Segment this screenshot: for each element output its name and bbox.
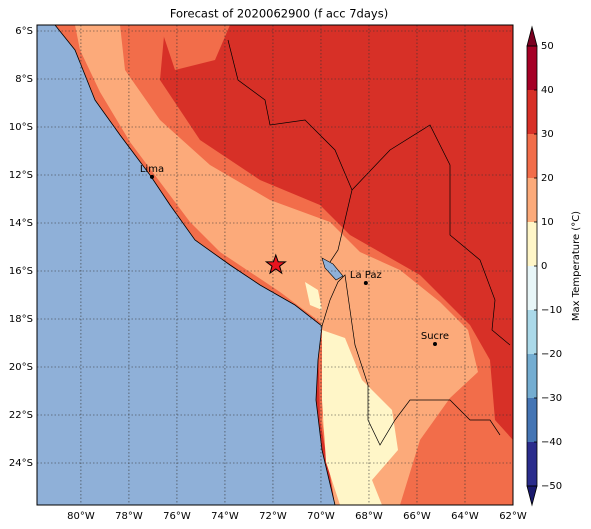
colorbar-extend-high	[526, 25, 538, 47]
map-frame	[36, 24, 514, 506]
city-label: Sucre	[421, 331, 449, 342]
lon-label: 78°W	[115, 511, 143, 522]
colorbar-segment	[527, 134, 537, 178]
colorbar-tick-label: 50	[541, 41, 554, 52]
lat-label: 24°S	[9, 458, 33, 469]
location-star	[264, 253, 287, 275]
city-label: Lima	[140, 164, 164, 175]
colorbar-tick-label: −20	[541, 349, 562, 360]
colorbar-tick-label: 0	[541, 261, 547, 272]
lat-label: 6°S	[15, 26, 33, 37]
graticule	[37, 25, 514, 505]
lon-label: 80°W	[67, 511, 95, 522]
lake-titicaca	[321, 257, 344, 281]
lon-label: 68°W	[355, 511, 383, 522]
lat-label: 12°S	[9, 170, 33, 181]
colorbar-label: Max Temperature (°C)	[571, 211, 582, 321]
lon-label: 70°W	[307, 511, 335, 522]
colorbar-segment	[527, 90, 537, 134]
border-bolivia-brazil	[351, 124, 511, 346]
colorbar-tick-label: 40	[541, 85, 554, 96]
colorbar-tick-label: −40	[541, 437, 562, 448]
colorbar-segment	[527, 354, 537, 398]
border-chile-bolivia	[321, 274, 501, 446]
city-dot	[432, 341, 437, 346]
colorbar-segment	[527, 398, 537, 442]
lat-label: 16°S	[9, 266, 33, 277]
colorbar-tick-label: −50	[541, 481, 562, 492]
lat-label: 14°S	[9, 218, 33, 229]
lon-label: 72°W	[259, 511, 287, 522]
lon-label: 74°W	[211, 511, 239, 522]
colorbar-tick-label: 10	[541, 217, 554, 228]
colorbar-tick-label: −10	[541, 305, 562, 316]
colorbar-segment	[527, 46, 537, 90]
colorbar-segment	[527, 310, 537, 354]
temperature-field	[37, 25, 513, 505]
city-dot	[363, 281, 368, 285]
lon-label: 64°W	[451, 511, 479, 522]
city-label: La Paz	[350, 270, 382, 281]
colorbar-tick-label: −30	[541, 393, 562, 404]
coastline	[54, 25, 336, 505]
field-0-10	[322, 330, 398, 505]
lat-label: 20°S	[9, 362, 33, 373]
lat-label: 22°S	[9, 410, 33, 421]
colorbar-extend-low	[526, 485, 538, 507]
field-0-10-patch	[305, 282, 322, 310]
lat-label: 18°S	[9, 314, 33, 325]
colorbar-segment	[527, 178, 537, 222]
colorbar-segment	[527, 222, 537, 266]
map-title: Forecast of 2020062900 (f acc 7days)	[170, 7, 388, 21]
colorbar-segment	[527, 442, 537, 486]
lon-label: 76°W	[163, 511, 191, 522]
colorbar-segment	[527, 266, 537, 310]
border-peru-brazil	[227, 39, 353, 263]
lon-label: 66°W	[403, 511, 431, 522]
colorbar-tick-label: 30	[541, 129, 554, 140]
colorbar-tick-label: 20	[541, 173, 554, 184]
lat-label: 10°S	[9, 122, 33, 133]
lat-label: 8°S	[15, 74, 33, 85]
city-dot	[149, 174, 154, 179]
ocean	[37, 25, 335, 505]
field-20-30-north	[160, 25, 230, 70]
lon-label: 62°W	[499, 511, 527, 522]
